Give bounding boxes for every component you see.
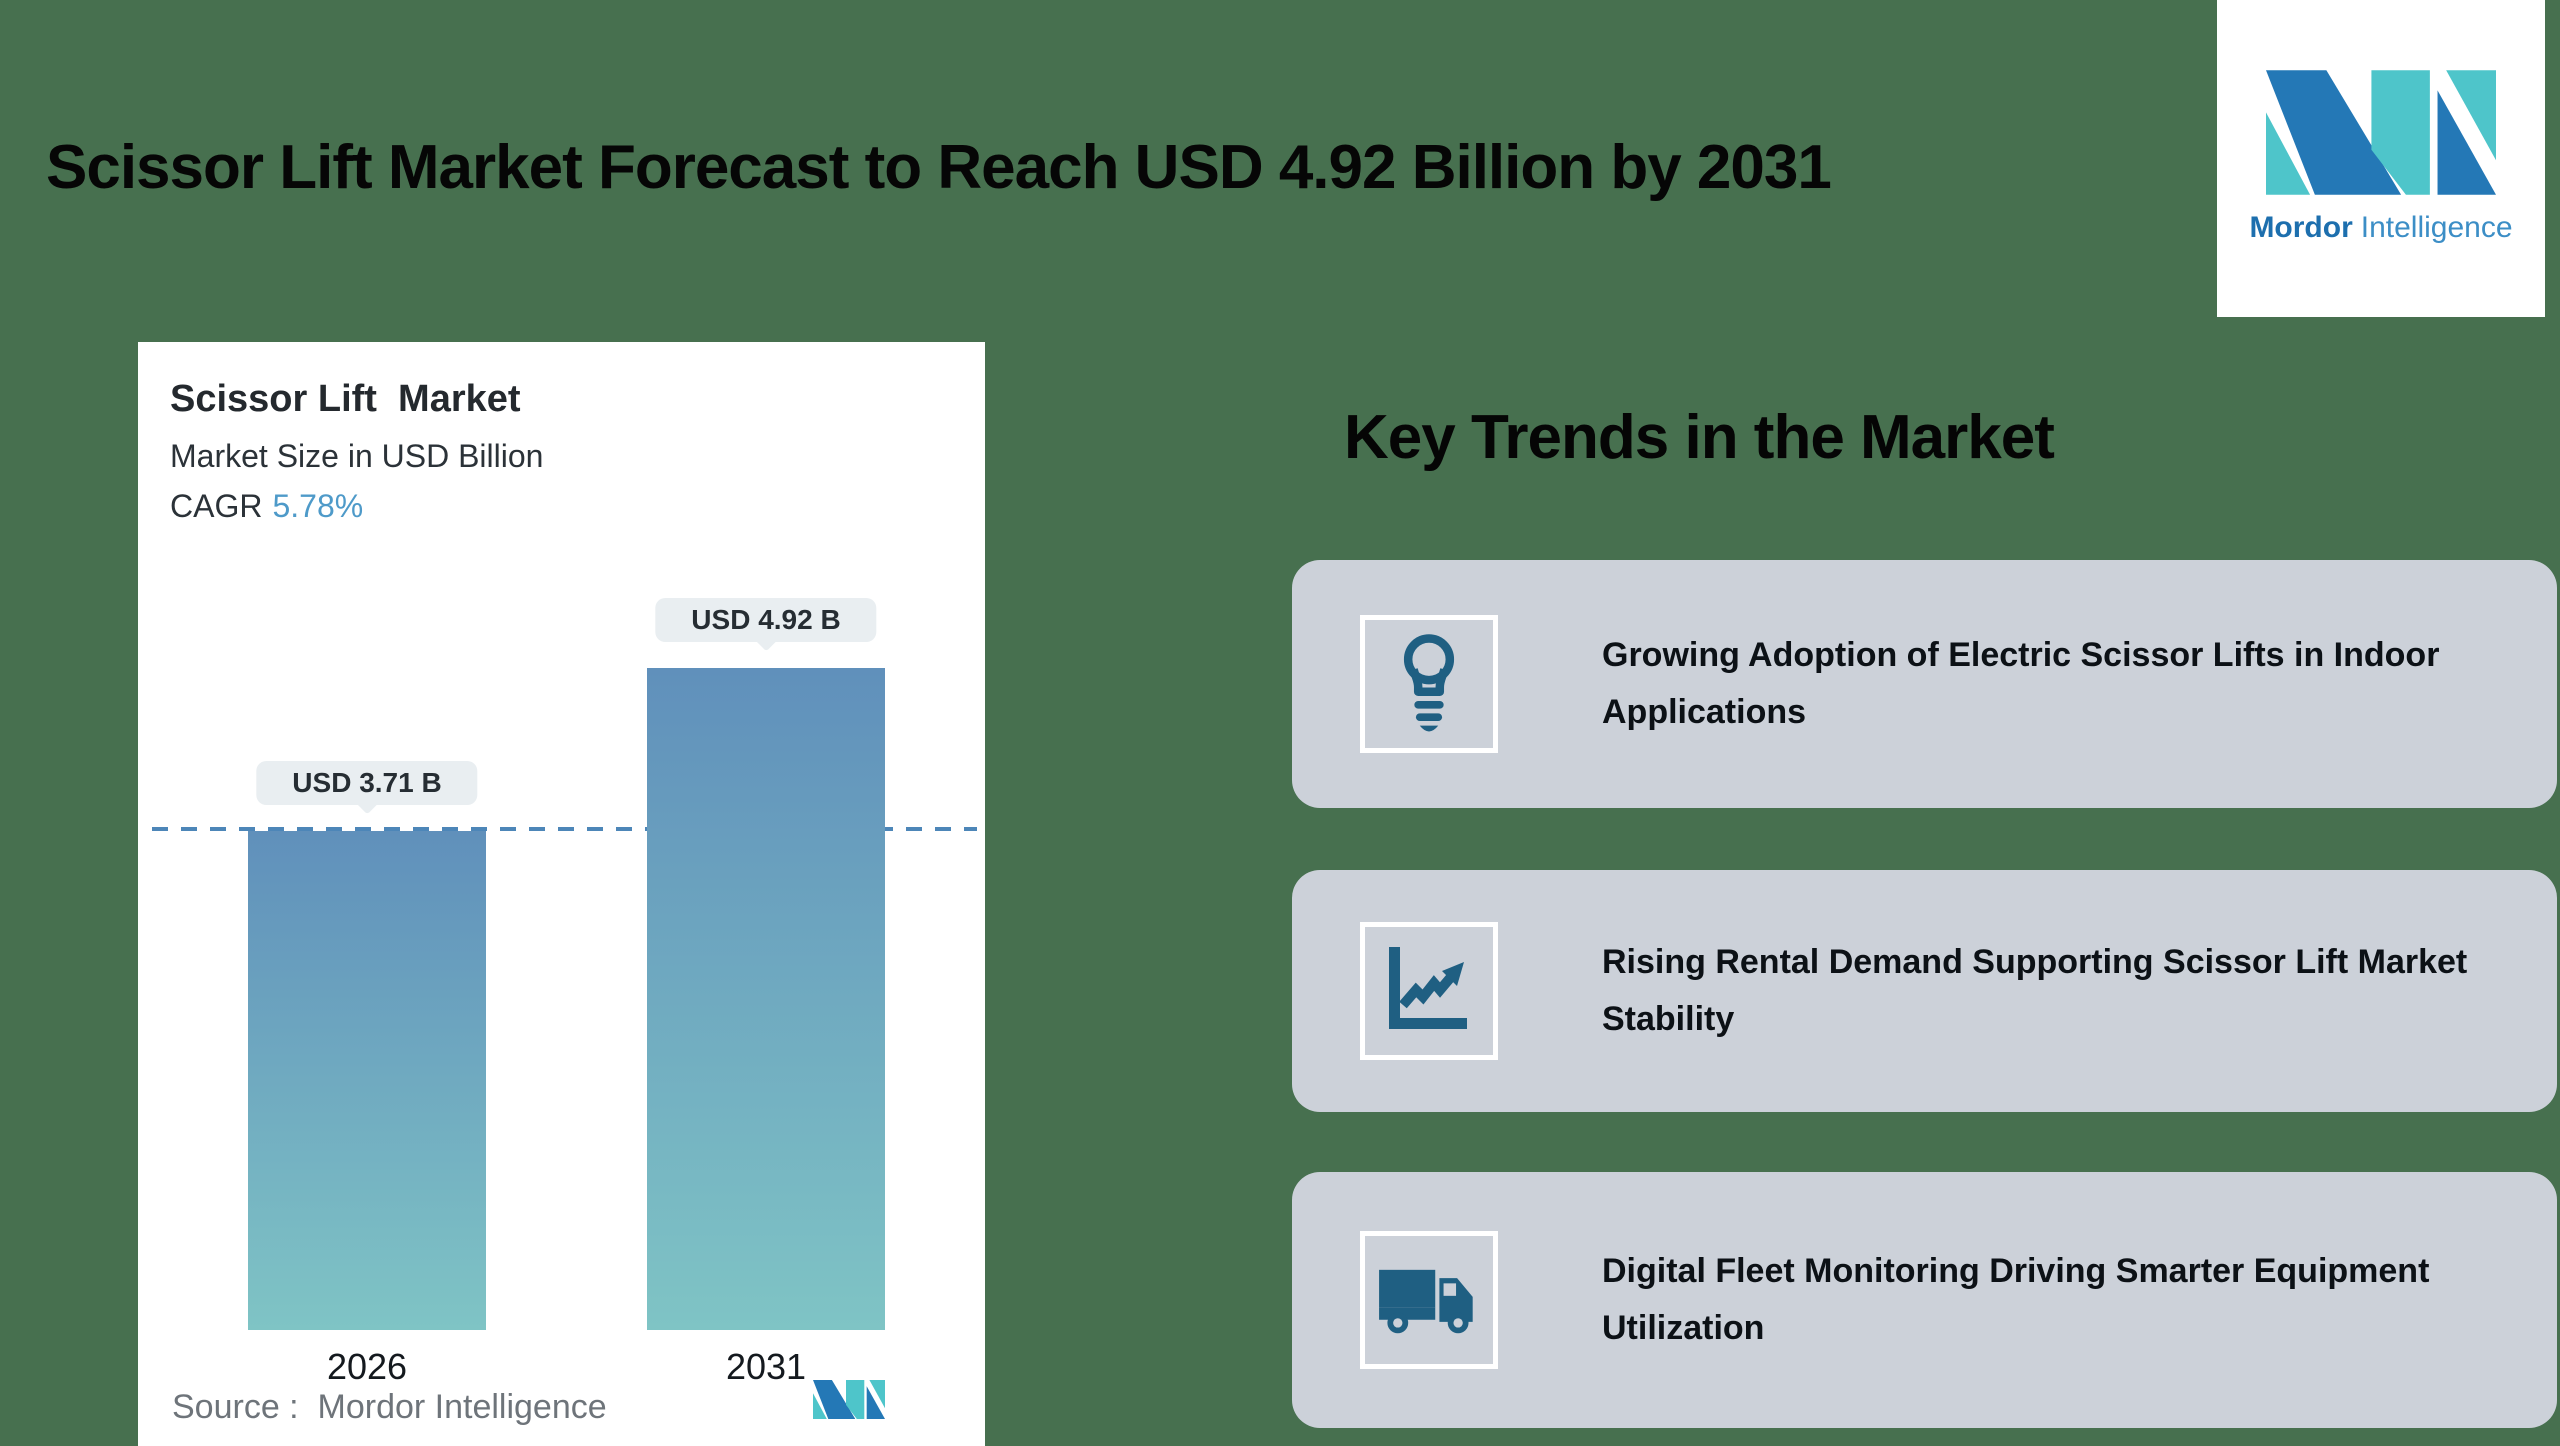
chart-title: Scissor Lift Market <box>170 378 521 420</box>
truck-icon <box>1379 1269 1473 1334</box>
icon-frame <box>1360 922 1498 1060</box>
brand-name-regular: Intelligence <box>2360 211 2513 244</box>
page-title: Scissor Lift Market Forecast to Reach US… <box>46 133 1832 202</box>
reference-dashed-line <box>152 827 977 831</box>
trend-card-fleet-monitoring: Digital Fleet Monitoring Driving Smarter… <box>1292 1172 2557 1428</box>
trend-text: Growing Adoption of Electric Scissor Lif… <box>1602 636 2440 731</box>
line-chart-icon <box>1389 947 1467 1029</box>
cagr-row: CAGR 5.78% <box>170 488 363 525</box>
market-chart-card: Scissor Lift Market Market Size in USD B… <box>138 342 985 1446</box>
bar-2026 <box>248 831 486 1330</box>
trend-card-rental-demand: Rising Rental Demand Supporting Scissor … <box>1292 870 2557 1112</box>
brand-wordmark: Mordor Intelligence <box>2249 211 2512 245</box>
cagr-value: 5.78% <box>272 488 364 524</box>
trend-card-electric-lifts: Growing Adoption of Electric Scissor Lif… <box>1292 560 2557 808</box>
chart-subtitle: Market Size in USD Billion <box>170 438 544 474</box>
axis-label-2031: 2031 <box>725 1346 807 1387</box>
icon-frame <box>1360 1231 1498 1369</box>
axis-label-2026: 2026 <box>326 1346 408 1387</box>
value-label-2031: USD 4.92 B <box>655 598 877 642</box>
brand-name-bold: Mordor <box>2249 211 2353 244</box>
plot-area: USD 3.71 B USD 4.92 B 2026 2031 <box>138 598 985 1387</box>
brand-logo-card: Mordor Intelligence <box>2217 0 2545 317</box>
trend-text: Digital Fleet Monitoring Driving Smarter… <box>1602 1252 2430 1347</box>
value-label-2026: USD 3.71 B <box>256 761 478 805</box>
icon-frame <box>1360 615 1498 753</box>
cagr-label: CAGR <box>170 488 263 524</box>
mordor-logo-icon-small <box>813 1380 885 1419</box>
bar-2031 <box>647 668 885 1330</box>
source-attribution: Source : Mordor Intelligence <box>172 1388 607 1426</box>
key-trends-heading: Key Trends in the Market <box>1344 403 2055 472</box>
lightbulb-icon <box>1403 634 1455 732</box>
mordor-logo-icon <box>2266 70 2496 195</box>
trend-text: Rising Rental Demand Supporting Scissor … <box>1602 943 2468 1038</box>
